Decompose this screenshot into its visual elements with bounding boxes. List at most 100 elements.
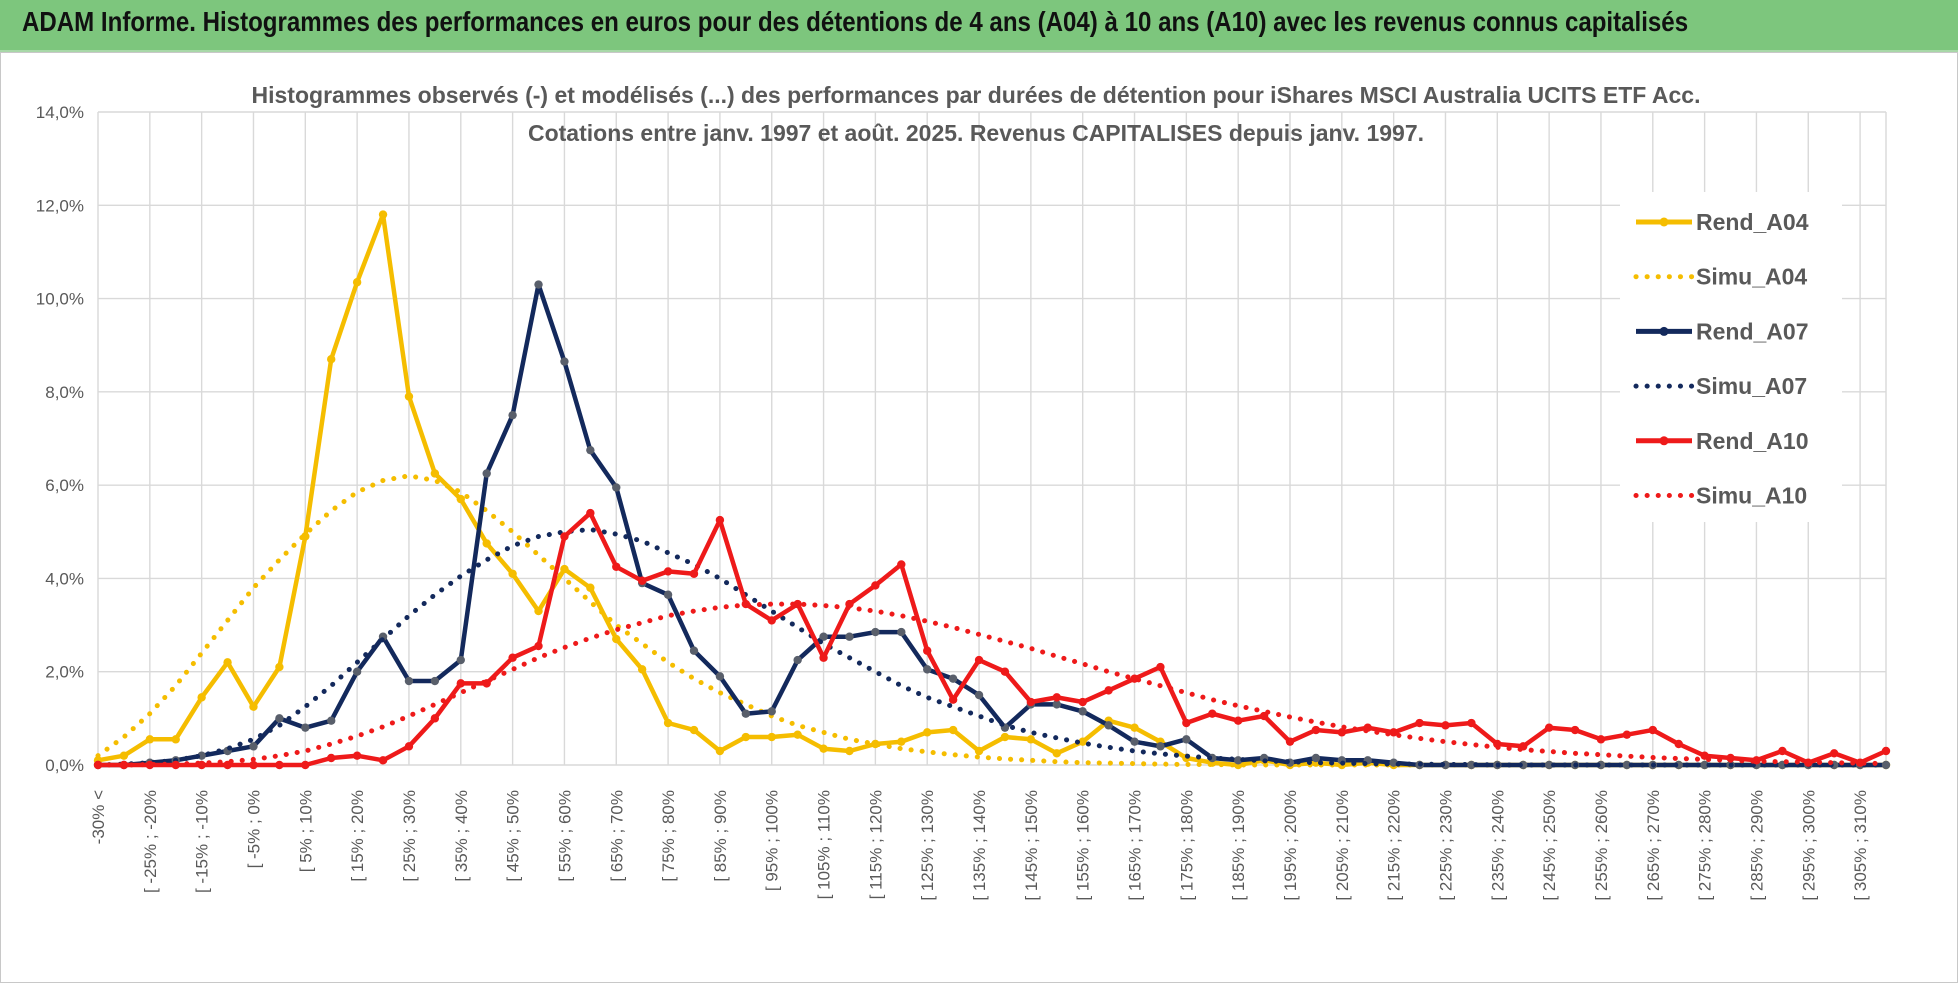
x-tick-label: [ 35% ; 40% [452, 790, 471, 882]
x-tick-label: [ 145% ; 150% [1022, 790, 1041, 901]
data-point-Rend_A10 [1570, 725, 1580, 735]
data-point-Rend_A10 [430, 714, 440, 723]
x-tick-label: [ 65% ; 70% [607, 790, 626, 882]
legend-label-Simu_A07: Simu_A07 [1696, 373, 1807, 399]
data-point-Rend_A07 [456, 655, 465, 665]
data-point-Rend_A10 [352, 751, 362, 760]
data-point-Rend_A07 [430, 676, 440, 686]
data-point-Rend_A10 [1026, 697, 1036, 707]
data-point-Rend_A10 [378, 756, 388, 765]
data-point-Rend_A10 [1182, 718, 1191, 728]
data-point-Rend_A07 [534, 280, 543, 289]
data-point-Rend_A10 [1674, 739, 1683, 749]
data-point-Rend_A04 [1078, 737, 1087, 746]
data-point-Rend_A10 [1622, 730, 1632, 739]
data-point-Rend_A04 [534, 606, 543, 616]
data-point-Rend_A07 [845, 632, 854, 641]
legend-box [1620, 192, 1842, 522]
data-point-Rend_A07 [1389, 758, 1398, 767]
data-point-Rend_A04 [197, 693, 206, 702]
data-point-Rend_A07 [715, 672, 725, 681]
data-point-Rend_A07 [1311, 753, 1321, 763]
x-tick-label: -30% < [89, 790, 108, 844]
data-point-Rend_A07 [560, 357, 569, 366]
data-point-Rend_A10 [1778, 746, 1787, 756]
data-point-Rend_A10 [1052, 693, 1061, 702]
data-point-Rend_A04 [1000, 732, 1010, 742]
data-point-Rend_A04 [689, 725, 699, 735]
series-line-Simu_A10 [95, 601, 1889, 768]
x-tick-label: [ 225% ; 230% [1436, 790, 1455, 901]
data-point-Rend_A10 [1544, 723, 1554, 732]
data-point-Rend_A07 [689, 646, 699, 655]
data-point-Rend_A10 [1389, 728, 1398, 737]
data-point-Rend_A10 [689, 569, 699, 578]
data-point-Rend_A07 [767, 707, 776, 716]
data-point-Rend_A07 [819, 632, 828, 641]
x-tick-label: [ 255% ; 260% [1592, 790, 1611, 901]
data-point-Rend_A10 [1829, 749, 1839, 758]
report-title: ADAM Informe. Histogrammes des performan… [22, 6, 1689, 37]
data-point-Rend_A10 [1337, 728, 1347, 737]
data-point-Rend_A10 [1467, 718, 1476, 728]
data-point-Rend_A10 [1648, 725, 1657, 735]
x-axis-ticks: -30% < [ -25% ; -20% [ -15% ; -10% [ -5% ; … [89, 790, 1870, 901]
data-point-Rend_A04 [845, 746, 854, 756]
data-point-Rend_A04 [819, 744, 828, 753]
series-line-Simu_A07 [95, 527, 1889, 768]
data-point-Rend_A04 [741, 732, 751, 742]
x-tick-label: [ 155% ; 160% [1074, 790, 1093, 901]
data-point-Rend_A10 [1208, 709, 1217, 718]
data-point-Rend_A07 [1156, 742, 1165, 751]
data-point-Rend_A10 [819, 653, 828, 662]
x-tick-label: [ 15% ; 20% [348, 790, 367, 882]
data-point-Rend_A04 [145, 735, 155, 744]
data-point-Rend_A10 [1700, 751, 1709, 760]
data-point-Rend_A10 [1881, 746, 1891, 756]
data-point-Rend_A07 [871, 627, 880, 637]
data-point-Rend_A10 [612, 562, 621, 571]
legend-label-Simu_A10: Simu_A10 [1696, 483, 1807, 509]
data-point-Rend_A07 [327, 716, 336, 725]
data-point-Rend_A10 [275, 760, 284, 770]
data-point-Rend_A10 [301, 760, 310, 770]
data-point-Rend_A10 [948, 695, 958, 704]
data-point-Rend_A04 [327, 355, 336, 364]
data-point-Rend_A04 [119, 751, 129, 760]
data-point-Rend_A07 [923, 665, 932, 674]
chart-legend: Rend_A04 Simu_A04 Rend_A07 Simu_A07 Rend_A10… [1620, 192, 1842, 522]
data-point-Rend_A04 [1052, 749, 1061, 758]
data-point-Rend_A10 [1415, 718, 1424, 728]
data-point-Rend_A07 [1700, 760, 1709, 770]
data-point-Rend_A10 [793, 599, 802, 609]
x-tick-label: [ 185% ; 190% [1229, 790, 1248, 901]
x-tick-label: [ 25% ; 30% [400, 790, 419, 882]
data-point-Rend_A10 [637, 576, 647, 585]
data-point-Rend_A04 [663, 718, 673, 728]
data-point-Rend_A10 [586, 508, 595, 518]
data-point-Rend_A10 [974, 655, 984, 665]
x-tick-label: [ 45% ; 50% [504, 790, 523, 882]
data-point-Rend_A10 [897, 560, 906, 569]
data-point-Rend_A07 [404, 676, 414, 686]
x-tick-label: [ 55% ; 60% [555, 790, 574, 882]
x-tick-label: [ 75% ; 80% [659, 790, 678, 882]
data-point-Rend_A07 [352, 667, 362, 676]
y-tick-label: 4,0% [45, 569, 84, 588]
x-tick-label: [ 235% ; 240% [1488, 790, 1507, 901]
data-point-Rend_A10 [327, 753, 336, 763]
data-point-Rend_A10 [1104, 686, 1113, 695]
x-tick-label: [ 115% ; 120% [866, 790, 885, 899]
chart-title-line-2: Cotations entre janv. 1997 et août. 2025… [528, 120, 1424, 146]
x-tick-label: [ 275% ; 280% [1696, 790, 1715, 901]
legend-label-Rend_A07: Rend_A07 [1696, 318, 1808, 344]
data-point-Rend_A10 [1233, 716, 1243, 725]
data-point-Rend_A10 [871, 581, 880, 590]
data-point-Rend_A07 [249, 742, 258, 751]
data-point-Rend_A07 [948, 674, 958, 683]
data-point-Rend_A07 [897, 627, 906, 637]
data-point-Rend_A04 [793, 730, 802, 739]
data-point-Rend_A10 [1285, 737, 1295, 746]
chart-title-line-1: Histogrammes observés (-) et modélisés (… [252, 82, 1701, 108]
